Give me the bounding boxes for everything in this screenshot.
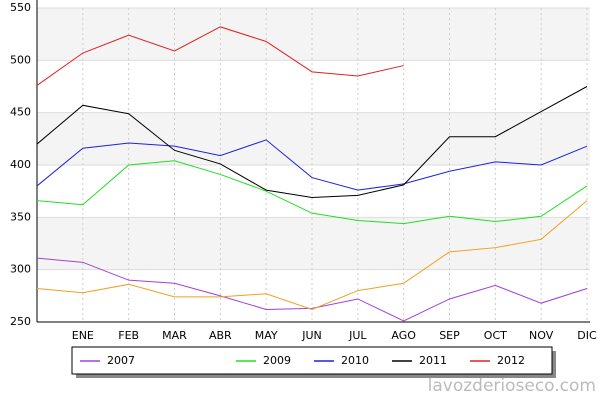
legend-label: 2010	[341, 354, 369, 367]
legend-label: 2011	[419, 354, 447, 367]
y-tick-label: 500	[10, 53, 31, 66]
x-tick-label: MAY	[255, 329, 278, 342]
x-tick-label: ENE	[72, 329, 94, 342]
x-tick-label: JUN	[301, 329, 322, 342]
x-tick-label: OCT	[484, 329, 507, 342]
series-line	[36, 139, 588, 191]
y-tick-label: 550	[10, 1, 31, 14]
y-tick-label: 400	[10, 158, 31, 171]
x-tick-label: FEB	[118, 329, 139, 342]
series-line	[36, 200, 588, 310]
watermark: lavozderioseco.com	[428, 376, 596, 396]
legend-box	[71, 346, 553, 375]
grid-band	[37, 8, 590, 61]
legend-label: 2007	[107, 354, 135, 367]
y-tick-label: 350	[10, 210, 31, 223]
y-tick-label: 300	[10, 263, 31, 276]
y-tick-label: 450	[10, 106, 31, 119]
series-line	[36, 86, 588, 198]
grid-band	[37, 217, 590, 270]
series-line	[36, 26, 404, 86]
y-tick-label: 250	[10, 315, 31, 328]
x-tick-label: SEP	[439, 329, 460, 342]
series-line	[36, 257, 588, 322]
grid-band	[37, 112, 590, 165]
legend-label: 2012	[497, 354, 525, 367]
x-tick-label: JUL	[348, 329, 367, 342]
x-tick-label: NOV	[529, 329, 554, 342]
series-line	[36, 160, 588, 225]
legend-label: 2009	[263, 354, 291, 367]
x-tick-label: DIC	[577, 329, 597, 342]
x-tick-label: ABR	[209, 329, 232, 342]
x-tick-label: MAR	[162, 329, 187, 342]
x-tick-label: AGO	[391, 329, 416, 342]
